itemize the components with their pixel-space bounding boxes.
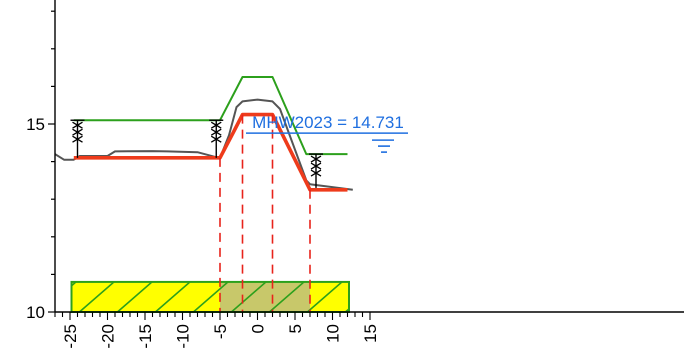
mhw-annotation-label: MHW2023 = 14.731 xyxy=(252,113,404,132)
band-hatch-line xyxy=(345,282,380,312)
y-tick-label: 15 xyxy=(26,115,45,134)
x-tick-label: 0 xyxy=(248,324,267,333)
axes xyxy=(48,0,684,320)
x-tick-label: 15 xyxy=(361,324,380,343)
hatch-band xyxy=(41,282,380,312)
x-tick-label: -15 xyxy=(136,324,155,349)
x-tick-label: -20 xyxy=(98,324,117,349)
dimension-marker xyxy=(309,154,323,188)
x-tick-label: -10 xyxy=(173,324,192,349)
x-tick-label: 10 xyxy=(323,324,342,343)
band-highlight xyxy=(220,282,310,312)
x-tick-label: -25 xyxy=(61,324,80,349)
x-tick-label: 5 xyxy=(286,324,305,333)
dimension-marker xyxy=(71,120,85,158)
labels: 10 15 -25 -20 -15 -10 -5 0 5 10 15 xyxy=(26,115,380,349)
x-tick-label: -5 xyxy=(211,324,230,339)
y-tick-label: 10 xyxy=(26,303,45,322)
